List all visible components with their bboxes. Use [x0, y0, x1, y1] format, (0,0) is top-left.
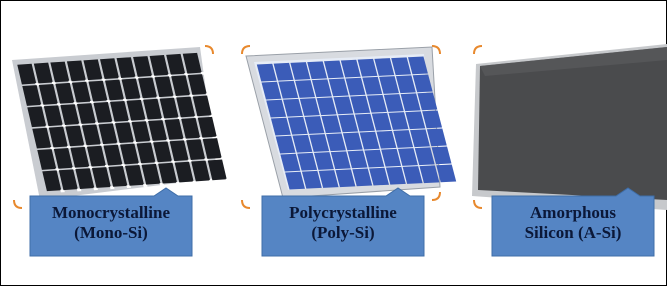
label-box	[492, 188, 654, 256]
panel-label: (Mono-Si)	[74, 223, 148, 242]
panel-label: (Poly-Si)	[311, 223, 374, 242]
amorphous-panel	[472, 44, 667, 210]
label-box	[262, 188, 424, 256]
cell-gap	[226, 178, 231, 181]
panel-label: Amorphous	[530, 203, 616, 222]
panel-label: Polycrystalline	[289, 203, 397, 222]
label-box	[30, 188, 192, 256]
mono-panel	[12, 47, 230, 200]
panel-label: Monocrystalline	[52, 203, 170, 222]
figure: Monocrystalline(Mono-Si) Polycrystalline(…	[0, 0, 667, 286]
panel-label: Silicon (A-Si)	[525, 223, 622, 242]
poly-panel	[246, 47, 456, 198]
